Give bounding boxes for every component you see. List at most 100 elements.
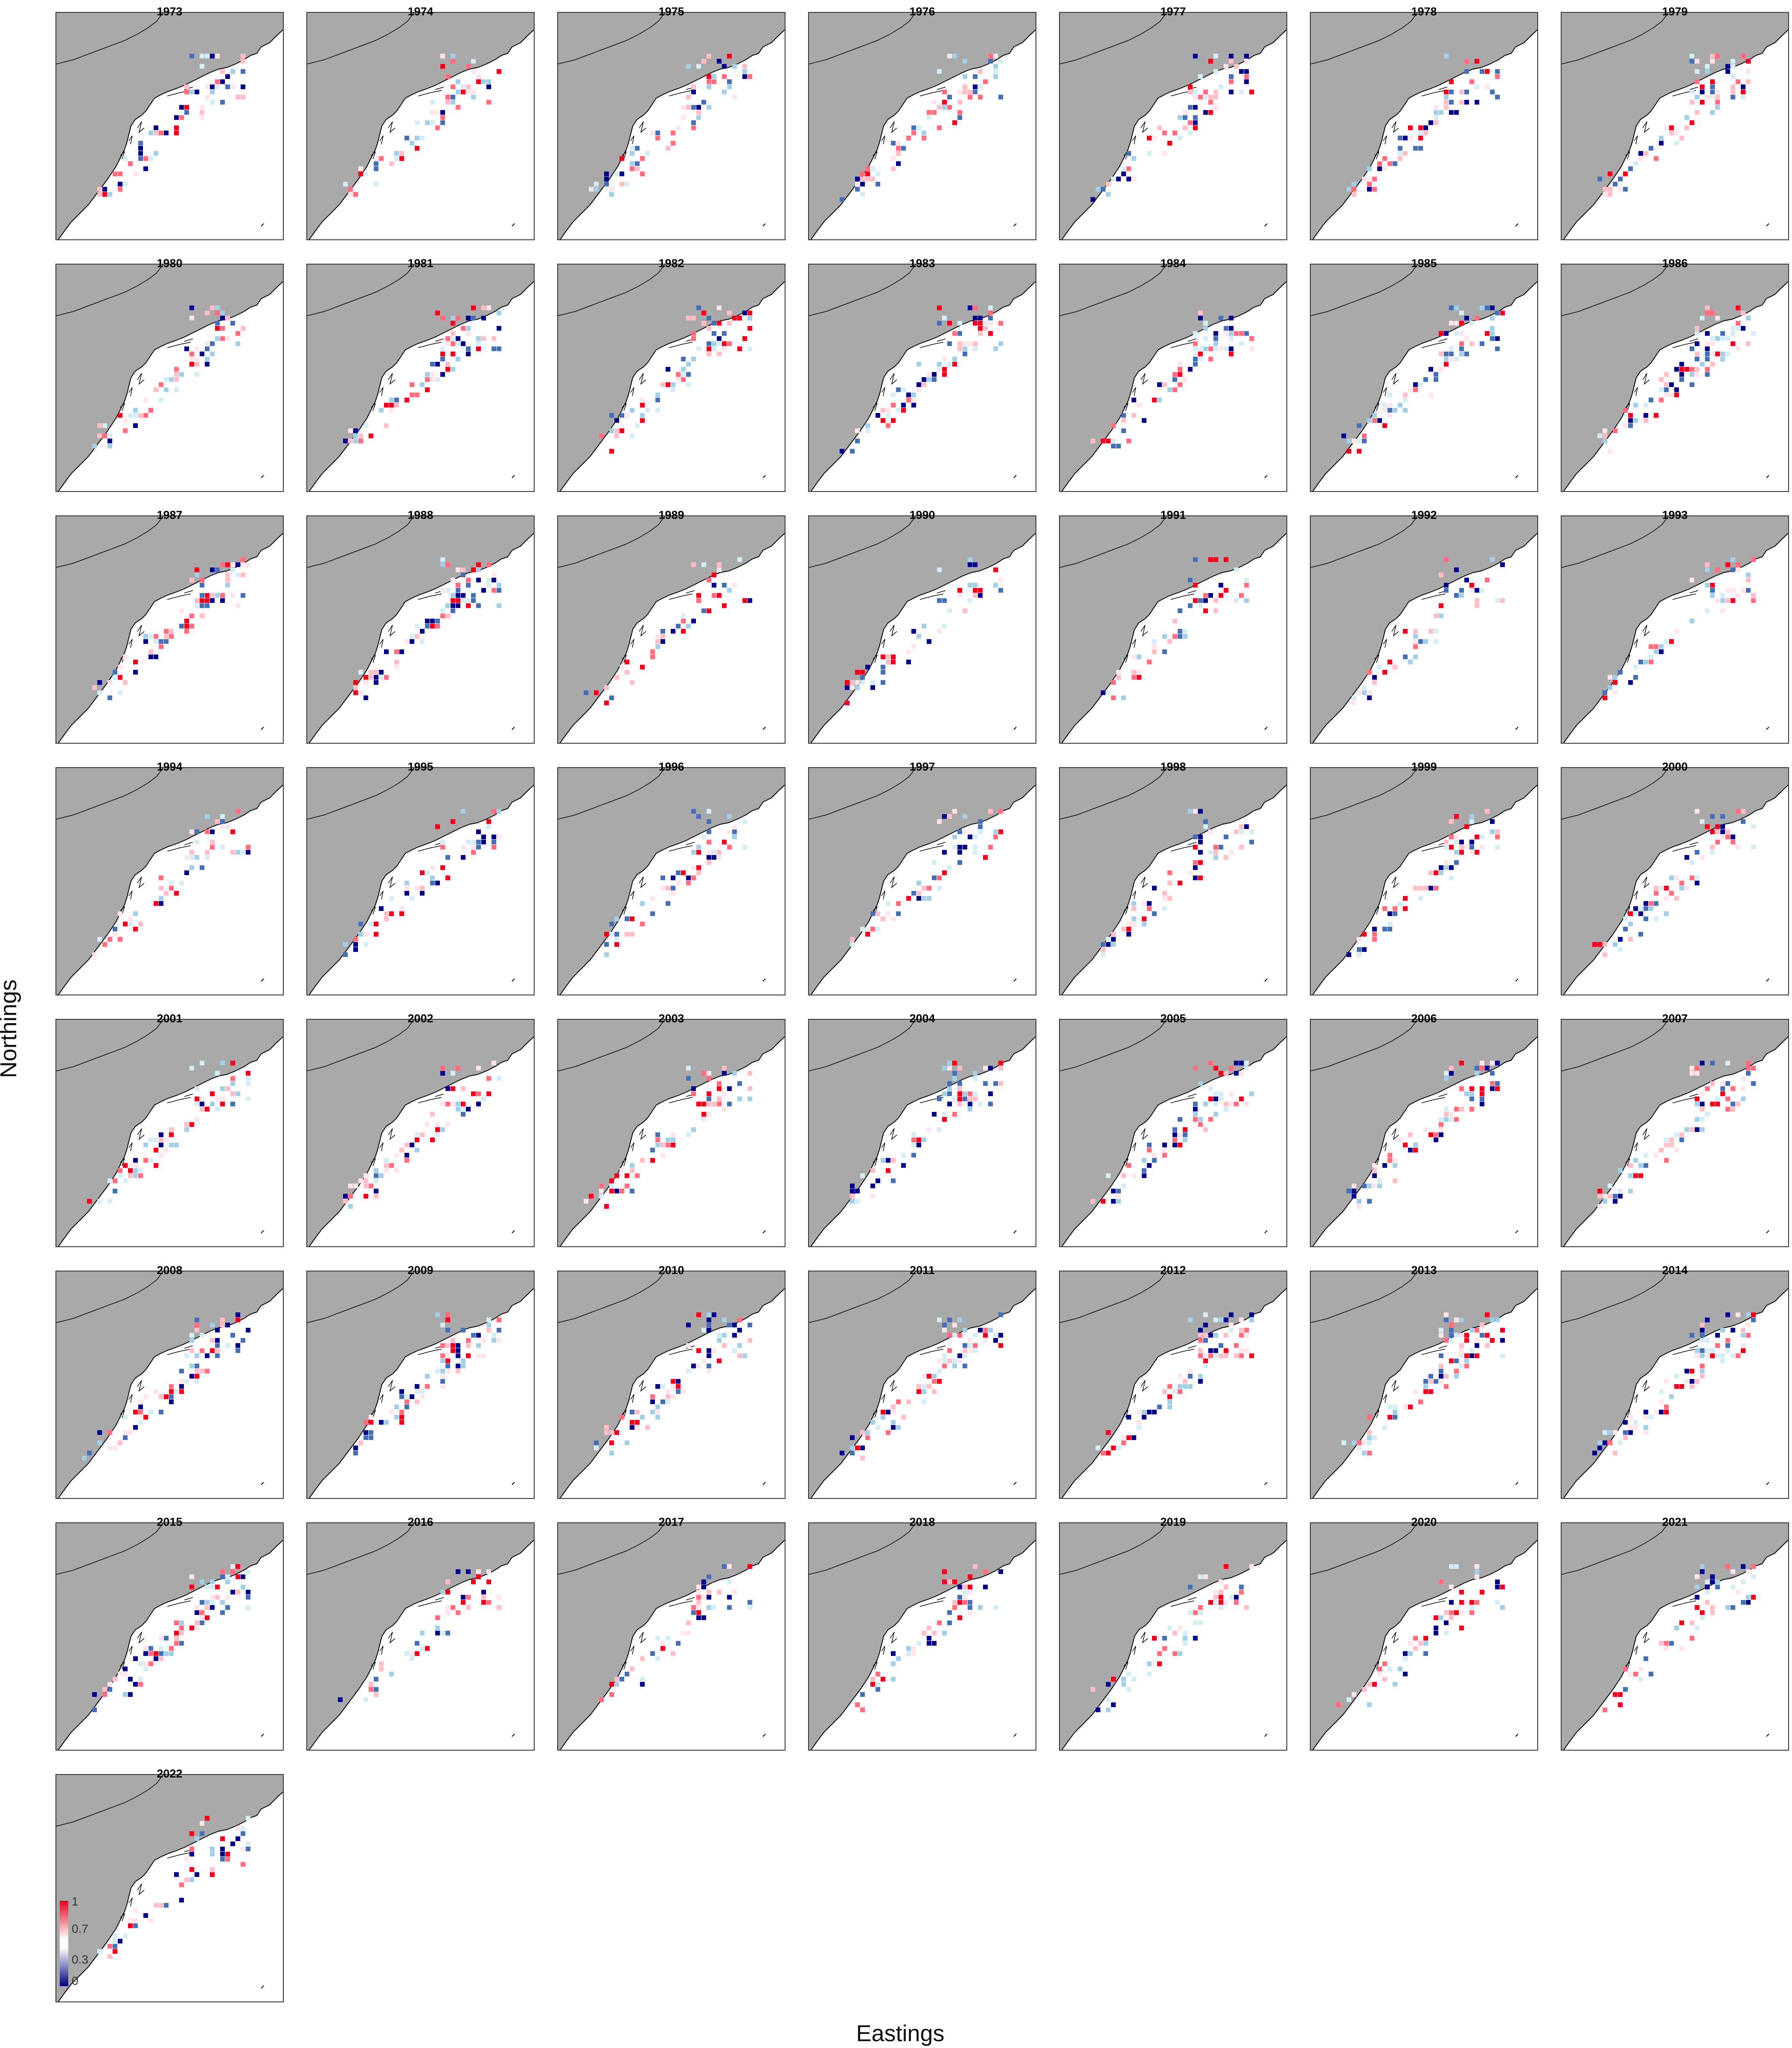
grid-cell <box>707 105 711 110</box>
estuary-lines <box>120 1345 193 1418</box>
grid-cell <box>614 172 619 176</box>
grid-cell <box>707 54 711 58</box>
grid-cell <box>102 433 107 438</box>
grid-cell <box>1695 1595 1699 1600</box>
map-panel: 2022 1 0.7 0.3 0 <box>55 1767 284 2002</box>
grid-cell <box>108 444 112 448</box>
grid-cell <box>210 1605 215 1610</box>
grid-cell <box>236 341 240 346</box>
grid-cell <box>676 870 681 875</box>
grid-cell <box>609 449 614 454</box>
grid-cell <box>404 1651 409 1656</box>
grid-cell <box>189 362 194 367</box>
grid-cell <box>1454 1107 1459 1111</box>
grid-cell <box>911 131 916 135</box>
grid-cell <box>1485 1066 1489 1071</box>
grid-cell <box>1690 1620 1694 1625</box>
grid-cell <box>609 1430 614 1435</box>
grid-cell <box>456 603 460 608</box>
grid-cell <box>1603 192 1607 197</box>
grid-cell <box>1608 172 1612 176</box>
grid-cell <box>138 1420 143 1425</box>
grid-cell <box>1244 1333 1249 1338</box>
grid-cell <box>456 1066 460 1071</box>
grid-cell <box>968 305 972 310</box>
scale-mark <box>1013 223 1017 227</box>
map-panel: 1979 <box>1561 5 1789 240</box>
grid-cell <box>476 603 481 608</box>
grid-cell <box>712 573 716 577</box>
grid-cell <box>1695 1071 1699 1076</box>
grid-cell <box>707 1595 711 1600</box>
grid-cell <box>343 1199 348 1204</box>
grid-cell <box>451 341 455 346</box>
grid-cell <box>1736 1590 1740 1594</box>
grid-cell <box>353 680 358 685</box>
grid-cell <box>1167 387 1172 392</box>
grid-cell <box>876 1672 880 1676</box>
grid-cell <box>1731 326 1735 331</box>
grid-cell <box>148 1651 153 1656</box>
grid-cell <box>1690 1636 1694 1641</box>
grid-cell <box>143 1646 148 1651</box>
map-canvas <box>809 768 1036 995</box>
grid-cell <box>691 809 696 814</box>
grid-cell <box>1469 1086 1474 1091</box>
grid-cell <box>1649 644 1653 649</box>
grid-cell <box>1674 1384 1679 1389</box>
grid-cell <box>988 1091 993 1096</box>
grid-cell <box>609 922 614 926</box>
grid-cell <box>1398 146 1402 151</box>
grid-cell <box>973 316 977 320</box>
grid-cell <box>435 1626 440 1630</box>
grid-cell <box>1152 911 1157 916</box>
grid-cell <box>891 1178 896 1183</box>
grid-cell <box>1459 840 1464 844</box>
grid-cell <box>440 115 445 120</box>
grid-cell <box>184 1877 189 1882</box>
panel-year-title: 1975 <box>658 5 684 18</box>
grid-cell <box>123 922 128 926</box>
grid-cell <box>123 1667 128 1671</box>
grid-cell <box>1690 382 1694 387</box>
grid-cell <box>584 690 588 695</box>
grid-cell <box>1725 588 1730 593</box>
grid-cell <box>911 393 916 397</box>
coastline <box>560 785 785 995</box>
map-panel: 2008 <box>55 1264 284 1499</box>
grid-cell <box>891 393 896 397</box>
grid-cell <box>113 172 117 176</box>
grid-cell <box>410 896 414 901</box>
grid-cell <box>246 1847 250 1851</box>
grid-cell <box>625 1440 629 1445</box>
grid-cell <box>430 876 435 880</box>
grid-cell <box>1229 1091 1233 1096</box>
grid-cell <box>1695 79 1699 84</box>
grid-cell <box>1388 1405 1392 1409</box>
grid-cell <box>425 624 430 628</box>
grid-cell <box>1418 146 1423 151</box>
grid-cell <box>1352 701 1356 705</box>
grid-cell <box>241 557 245 562</box>
grid-cell <box>1674 141 1679 145</box>
grid-cell <box>1464 100 1469 105</box>
grid-cell <box>1715 352 1720 356</box>
grid-cell <box>456 336 460 341</box>
grid-cell <box>1244 74 1249 79</box>
grid-cell <box>942 814 947 819</box>
grid-cell <box>210 1580 215 1584</box>
grid-cell <box>1193 1112 1198 1117</box>
grid-cell <box>1613 182 1617 186</box>
grid-cell <box>1495 829 1500 834</box>
grid-cell <box>384 916 389 921</box>
grid-cell <box>210 54 215 58</box>
map-canvas <box>307 13 534 239</box>
grid-cell <box>630 151 634 156</box>
grid-cell <box>1372 675 1377 680</box>
grid-cell <box>1213 1097 1218 1101</box>
grid-cell <box>614 428 619 433</box>
grid-cell <box>630 1410 634 1414</box>
grid-cell <box>1121 166 1126 171</box>
land-mass <box>1311 1020 1537 1246</box>
grid-cell <box>891 141 896 145</box>
